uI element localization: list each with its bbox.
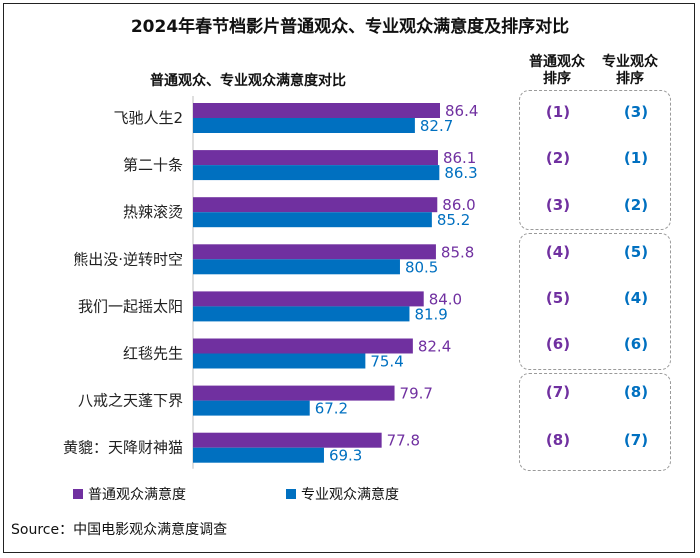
- data-label-pro: 81.9: [414, 305, 447, 323]
- bar-pro: [193, 400, 310, 416]
- source-note: Source：中国电影观众满意度调查: [11, 522, 228, 538]
- rank-pro: (5): [623, 243, 649, 261]
- category-label: 八戒之天蓬下界: [78, 392, 183, 410]
- bar-general: [193, 197, 438, 213]
- rank-general: (1): [545, 103, 571, 121]
- data-label-pro: 67.2: [315, 400, 348, 418]
- rank-pro: (8): [623, 383, 649, 401]
- pro-rank-header-line1: 专业观众: [602, 54, 658, 70]
- bar-general: [193, 150, 438, 166]
- data-label-general: 86.4: [445, 102, 478, 120]
- category-label: 红毯先生: [123, 345, 183, 363]
- rank-general: (3): [545, 196, 571, 214]
- bar-pro: [193, 447, 324, 463]
- chart-title: 2024年春节档影片普通观众、专业观众满意度及排序对比: [130, 17, 570, 37]
- data-label-general: 86.0: [442, 196, 475, 214]
- bar-pro: [193, 118, 415, 133]
- rank-group-box-bottom2: [519, 373, 671, 471]
- rank-general: (2): [545, 149, 571, 167]
- bar-general: [193, 432, 382, 448]
- data-label-general: 86.1: [443, 149, 476, 167]
- data-label-general: 84.0: [429, 290, 462, 308]
- legend-swatch-pro: [286, 489, 296, 499]
- rank-pro: (1): [623, 149, 649, 167]
- rank-general: (7): [545, 383, 571, 401]
- legend-swatch-general: [73, 489, 83, 499]
- data-label-general: 77.8: [387, 432, 420, 450]
- data-label-pro: 86.3: [444, 164, 477, 182]
- data-label-pro: 80.5: [405, 258, 438, 276]
- data-label-general: 79.7: [400, 385, 433, 403]
- category-label: 熊出没·逆转时空: [73, 250, 183, 268]
- legend-item-general: 普通观众满意度: [73, 484, 186, 504]
- rank-group-box-top3: [519, 90, 671, 230]
- general-rank-header-line2: 排序: [543, 71, 571, 87]
- rank-pro: (7): [623, 431, 649, 449]
- data-label-pro: 75.4: [370, 353, 403, 371]
- rank-general: (6): [545, 335, 571, 353]
- rank-pro: (6): [623, 335, 649, 353]
- data-label-general: 85.8: [441, 243, 474, 261]
- chart-subtitle: 普通观众、专业观众满意度对比: [150, 73, 346, 89]
- bar-pro: [193, 212, 432, 228]
- bar-general: [193, 385, 395, 401]
- pro-rank-header: 专业观众 排序: [592, 54, 668, 88]
- legend-label-pro: 专业观众满意度: [301, 487, 399, 503]
- general-rank-header-line1: 普通观众: [529, 54, 585, 70]
- rank-group-box-middle3: [519, 233, 671, 370]
- rank-pro: (4): [623, 289, 649, 307]
- rank-pro: (2): [623, 196, 649, 214]
- bar-pro: [193, 259, 400, 275]
- bar-general: [193, 103, 440, 118]
- legend-label-general: 普通观众满意度: [88, 487, 186, 503]
- rank-pro: (3): [623, 103, 649, 121]
- bar-pro: [193, 353, 366, 369]
- pro-rank-header-line2: 排序: [616, 71, 644, 87]
- bar-pro: [193, 165, 440, 181]
- bar-general: [193, 338, 413, 354]
- category-label: 飞驰人生2: [113, 109, 183, 127]
- category-label: 第二十条: [123, 156, 183, 174]
- category-label: 黄貔：天降财神猫: [63, 439, 183, 457]
- chart-frame: [3, 3, 695, 553]
- bar-general: [193, 244, 436, 260]
- data-label-pro: 69.3: [329, 447, 362, 465]
- bar-general: [193, 291, 424, 307]
- general-rank-header: 普通观众 排序: [519, 54, 595, 88]
- category-label: 热辣滚烫: [123, 203, 183, 221]
- rank-general: (8): [545, 431, 571, 449]
- rank-general: (5): [545, 289, 571, 307]
- legend-item-pro: 专业观众满意度: [286, 484, 399, 504]
- data-label-pro: 85.2: [437, 211, 470, 229]
- rank-general: (4): [545, 243, 571, 261]
- bar-pro: [193, 306, 410, 322]
- category-label: 我们一起摇太阳: [78, 297, 183, 315]
- data-label-pro: 82.7: [420, 117, 453, 135]
- data-label-general: 82.4: [418, 338, 451, 356]
